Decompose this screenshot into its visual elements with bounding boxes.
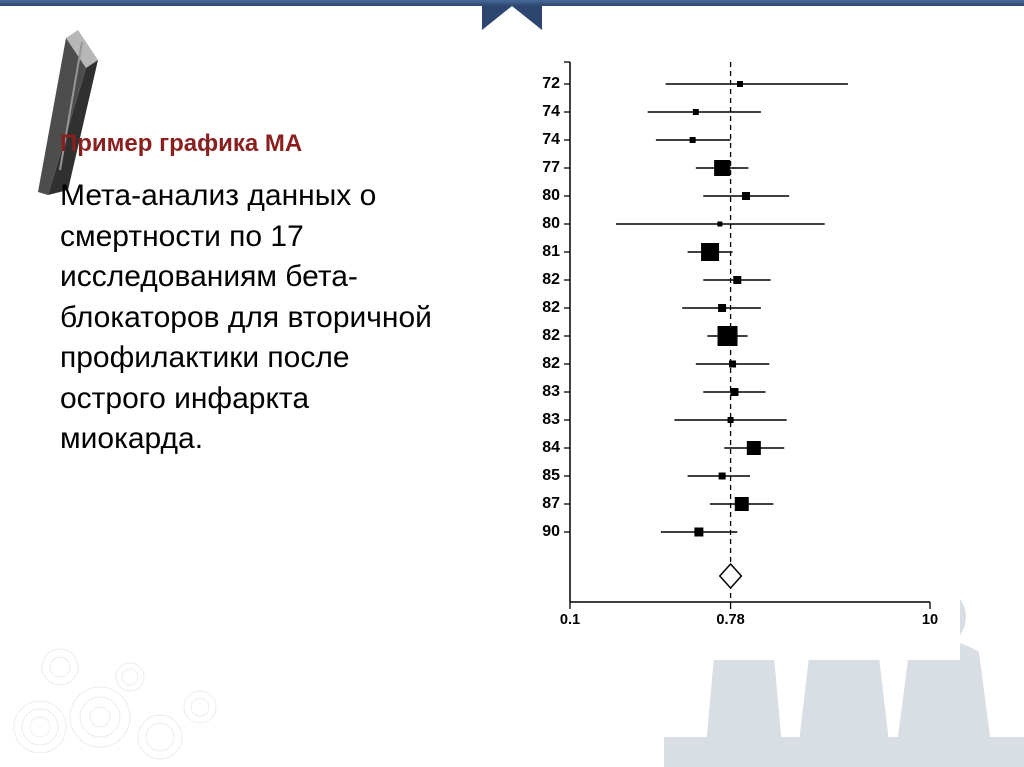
ribbon-ornament [482,6,542,30]
svg-text:82: 82 [542,355,560,372]
svg-text:83: 83 [542,411,560,428]
svg-text:85: 85 [542,467,560,484]
svg-text:84: 84 [542,439,560,456]
deco-circles [0,507,260,767]
svg-text:10: 10 [922,612,938,628]
svg-text:80: 80 [542,215,560,232]
svg-text:82: 82 [542,299,560,316]
slide-heading: Пример графика МА [60,130,440,158]
svg-text:74: 74 [542,131,560,148]
slide-body: Мета-анализ данных о смертности по 17 ис… [60,176,440,460]
svg-text:82: 82 [542,271,560,288]
svg-text:81: 81 [542,243,560,260]
text-column: Пример графика МА Мета-анализ данных о с… [60,130,440,460]
svg-text:72: 72 [542,75,560,92]
svg-text:0.1: 0.1 [560,612,580,628]
svg-text:74: 74 [542,103,560,120]
forest-plot: 72 74 74 77 80 80 81 82 82 82 82 83 83 84 85 87 90 0.1 0.7… [470,40,960,660]
svg-text:77: 77 [542,159,560,176]
svg-text:83: 83 [542,383,560,400]
svg-text:80: 80 [542,187,560,204]
svg-text:87: 87 [542,495,560,512]
svg-text:82: 82 [542,327,560,344]
svg-text:90: 90 [542,523,560,540]
svg-text:0.78: 0.78 [716,612,744,628]
